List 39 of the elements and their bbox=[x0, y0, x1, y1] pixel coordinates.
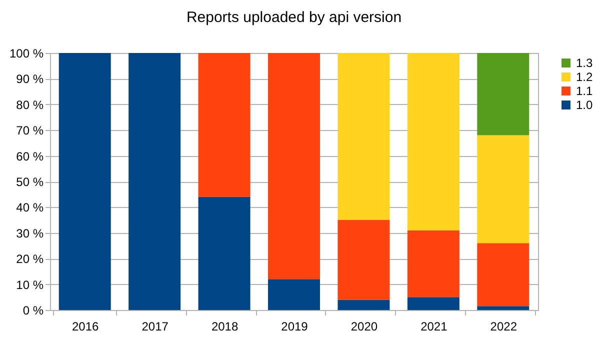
legend-label: 1.1 bbox=[576, 84, 594, 98]
y-tick-label: 10 % bbox=[16, 278, 44, 292]
x-tick-label: 2019 bbox=[281, 320, 308, 334]
chart-title: Reports uploaded by api version bbox=[186, 9, 402, 26]
y-tick-label: 70 % bbox=[16, 124, 44, 138]
y-tick-label: 80 % bbox=[16, 98, 44, 112]
bar bbox=[268, 53, 320, 280]
bar bbox=[58, 53, 111, 310]
legend-label: 1.3 bbox=[576, 56, 594, 70]
bar bbox=[477, 243, 530, 306]
y-tick-label: 100 % bbox=[9, 46, 44, 60]
y-tick-label: 50 % bbox=[16, 175, 44, 189]
y-tick-label: 20 % bbox=[16, 252, 44, 266]
x-tick-label: 2017 bbox=[142, 320, 169, 334]
bar bbox=[407, 230, 460, 298]
bar bbox=[128, 53, 181, 310]
y-tick-label: 30 % bbox=[16, 226, 44, 240]
x-tick-label: 2016 bbox=[72, 320, 100, 334]
bar bbox=[477, 135, 530, 244]
bar bbox=[407, 53, 460, 230]
bar bbox=[198, 196, 250, 310]
x-tick-label: 2022 bbox=[490, 320, 518, 334]
y-tick-label: 90 % bbox=[16, 72, 44, 86]
bar bbox=[338, 53, 390, 220]
x-tick-label: 2021 bbox=[420, 320, 448, 334]
y-tick-label: 40 % bbox=[16, 200, 44, 215]
bar bbox=[407, 297, 460, 310]
bar bbox=[268, 279, 320, 310]
bar bbox=[477, 306, 530, 310]
x-tick-label: 2018 bbox=[211, 320, 238, 334]
bar bbox=[338, 300, 390, 310]
bar bbox=[198, 53, 250, 197]
legend-label: 1.2 bbox=[576, 70, 594, 84]
bar bbox=[338, 220, 390, 300]
x-tick-label: 2020 bbox=[350, 320, 378, 334]
legend-label: 1.0 bbox=[576, 98, 594, 112]
bar bbox=[477, 53, 530, 136]
y-tick-label: 0 % bbox=[22, 304, 44, 318]
y-tick-label: 60 % bbox=[16, 149, 44, 164]
